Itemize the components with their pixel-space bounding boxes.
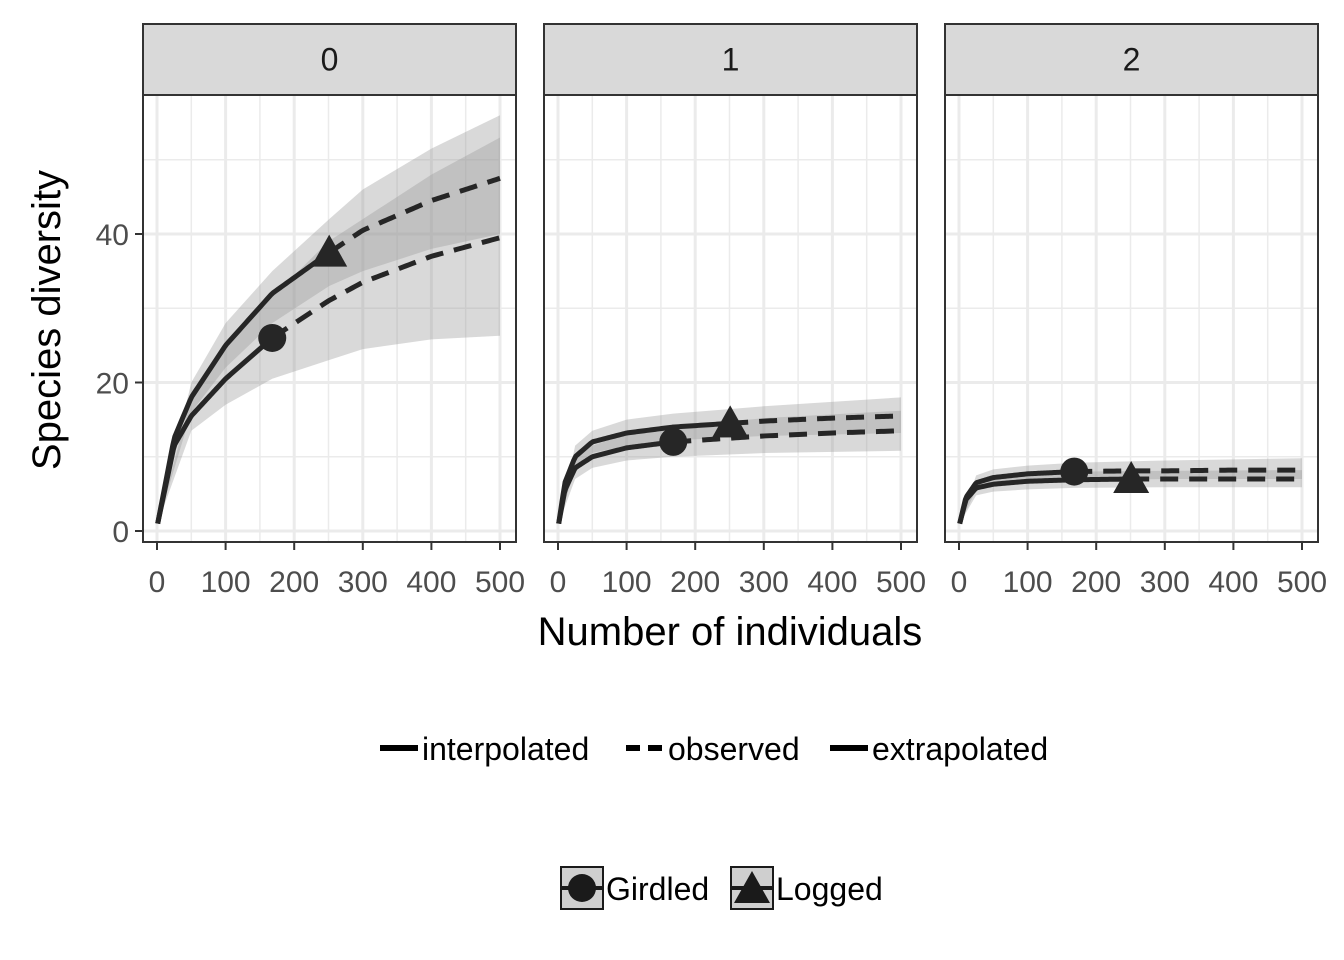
legend-label-interpolated: interpolated xyxy=(422,731,589,767)
y-tick-label: 0 xyxy=(112,516,129,549)
x-tick-label: 500 xyxy=(475,566,525,599)
legend-label-girdled: Girdled xyxy=(606,871,709,907)
line-extrapolated-girdled xyxy=(673,428,902,445)
ribbon-girdled xyxy=(157,137,500,524)
x-tick-label: 200 xyxy=(269,566,319,599)
legend-label-logged: Logged xyxy=(776,871,883,907)
x-tick-label: 400 xyxy=(807,566,857,599)
x-tick-label: 500 xyxy=(1277,566,1327,599)
x-tick-label: 300 xyxy=(1140,566,1190,599)
point-observed-logged xyxy=(1113,461,1150,494)
ribbon-logged xyxy=(157,115,500,524)
point-observed-girdled xyxy=(1060,457,1089,486)
panel-border-2 xyxy=(944,94,1319,543)
x-tick-label: 400 xyxy=(406,566,456,599)
x-tick-label: 300 xyxy=(338,566,388,599)
strip-2 xyxy=(944,23,1319,96)
ribbon-girdled xyxy=(558,410,901,524)
point-observed-girdled xyxy=(659,427,688,456)
x-tick-label: 100 xyxy=(602,566,652,599)
series-layer-1 xyxy=(556,397,902,525)
point-observed-logged xyxy=(311,234,348,267)
panel-2: 2 0 100 200 300 400 500 xyxy=(944,23,1327,599)
line-extrapolated-girdled xyxy=(270,235,501,341)
line-interpolated-girdled xyxy=(155,336,274,525)
x-tick-label: 0 xyxy=(550,566,567,599)
point-observed-logged xyxy=(712,405,749,438)
plot-bg-1 xyxy=(544,95,917,542)
line-interpolated-logged xyxy=(957,476,1132,525)
series-layer-0 xyxy=(155,115,501,525)
x-tick-label: 200 xyxy=(1071,566,1121,599)
panel-1: 1 0 100 200 300 400 500 xyxy=(543,23,926,599)
plot-bg-0 xyxy=(143,95,516,542)
strip-0 xyxy=(142,23,517,96)
x-tick-label: 0 xyxy=(951,566,968,599)
x-tick-label: 100 xyxy=(1003,566,1053,599)
series-layer-2 xyxy=(957,457,1302,525)
strip-label-1: 1 xyxy=(722,42,740,78)
x-tick-label: 300 xyxy=(739,566,789,599)
ribbon-logged xyxy=(959,470,1302,524)
panel-border-1 xyxy=(543,94,918,543)
line-interpolated-girdled xyxy=(556,439,675,525)
legend-key-logged xyxy=(734,871,770,903)
line-interpolated-logged xyxy=(556,420,731,524)
legend-shape: Girdled Logged xyxy=(560,866,883,910)
strip-label-0: 0 xyxy=(321,42,339,78)
line-interpolated-girdled xyxy=(957,469,1076,525)
legend-label-extrapolated: extrapolated xyxy=(872,731,1048,767)
line-extrapolated-logged xyxy=(327,175,501,255)
y-tick-label: 40 xyxy=(96,219,129,252)
x-tick-label: 500 xyxy=(876,566,926,599)
legend-linetype: interpolated observed extrapolated xyxy=(380,731,1048,767)
panel-border-0 xyxy=(142,94,517,543)
y-axis-title: Species diversity xyxy=(25,170,69,470)
strip-1 xyxy=(543,23,918,96)
x-axis-title: Number of individuals xyxy=(538,610,923,654)
point-observed-girdled xyxy=(258,323,287,352)
x-tick-label: 0 xyxy=(149,566,166,599)
strip-label-2: 2 xyxy=(1123,42,1141,78)
legend-key-girdled xyxy=(568,874,596,902)
legend-label-observed: observed xyxy=(668,731,800,767)
line-interpolated-logged xyxy=(155,250,331,525)
x-tick-label: 400 xyxy=(1208,566,1258,599)
x-tick-label: 200 xyxy=(670,566,720,599)
line-extrapolated-girdled xyxy=(1074,467,1302,475)
x-tick-label: 100 xyxy=(201,566,251,599)
y-tick-label: 20 xyxy=(96,368,129,401)
